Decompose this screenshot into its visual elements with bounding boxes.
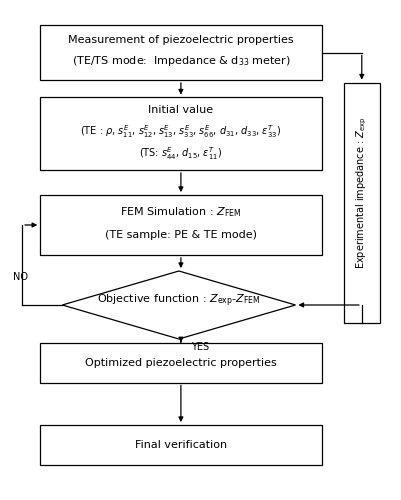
- Bar: [40, 98, 321, 170]
- Bar: [40, 342, 321, 382]
- Bar: [40, 425, 321, 465]
- Bar: [40, 25, 321, 80]
- Text: (TE/TS mode:  Impedance & d$_{33}$ meter): (TE/TS mode: Impedance & d$_{33}$ meter): [71, 54, 290, 68]
- Text: (TS: $s_{44}^E$, $d_{15}$, $\varepsilon_{11}^T$): (TS: $s_{44}^E$, $d_{15}$, $\varepsilon_…: [139, 146, 222, 162]
- Text: FEM Simulation : $Z_\mathrm{FEM}$: FEM Simulation : $Z_\mathrm{FEM}$: [120, 206, 241, 220]
- Text: Final verification: Final verification: [134, 440, 227, 450]
- Bar: [40, 195, 321, 255]
- Text: Experimental impedance : $Z_\mathrm{exp}$: Experimental impedance : $Z_\mathrm{exp}…: [354, 116, 368, 269]
- Text: NO: NO: [12, 272, 28, 282]
- Bar: [343, 82, 379, 322]
- Text: Objective function : $Z_\mathrm{exp}$-$Z_\mathrm{FEM}$: Objective function : $Z_\mathrm{exp}$-$Z…: [97, 293, 260, 309]
- Text: YES: YES: [190, 342, 209, 351]
- Text: (TE : $\rho$, $s_{11}^E$, $s_{12}^E$, $s_{13}^E$, $s_{33}^E$, $s_{66}^E$, $d_{31: (TE : $\rho$, $s_{11}^E$, $s_{12}^E$, $s…: [80, 123, 281, 140]
- Text: (TE sample: PE & TE mode): (TE sample: PE & TE mode): [105, 230, 256, 240]
- Text: Optimized piezoelectric properties: Optimized piezoelectric properties: [85, 358, 276, 368]
- Text: Measurement of piezoelectric properties: Measurement of piezoelectric properties: [68, 35, 293, 45]
- Text: Initial value: Initial value: [148, 104, 213, 115]
- Polygon shape: [62, 271, 295, 339]
